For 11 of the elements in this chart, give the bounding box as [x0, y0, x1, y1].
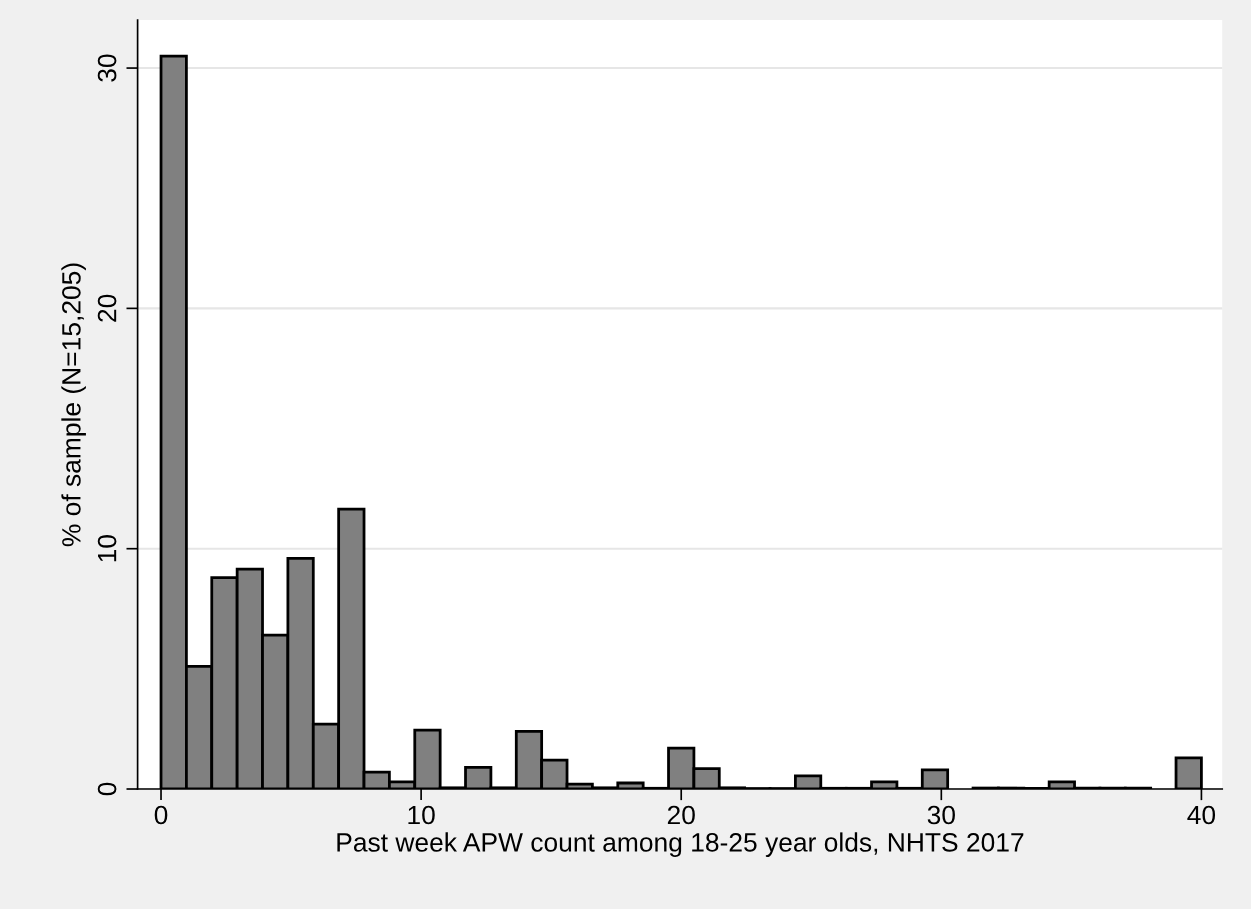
y-tick-label: 0 — [97, 782, 117, 796]
x-tick-label: 0 — [154, 805, 168, 825]
x-tick-label: 30 — [927, 805, 955, 825]
y-tick-label: 10 — [97, 535, 117, 562]
x-tick-label: 20 — [667, 805, 695, 825]
x-axis-title: Past week APW count among 18-25 year olds, NHTS 2017 — [337, 832, 1024, 857]
x-tick-label: 10 — [408, 805, 435, 825]
y-axis-title: % of sample (N=15,205) — [61, 263, 86, 547]
y-tick-label: 20 — [97, 294, 117, 322]
y-tick-label: 30 — [97, 54, 117, 82]
x-tick-label: 40 — [1187, 805, 1216, 825]
